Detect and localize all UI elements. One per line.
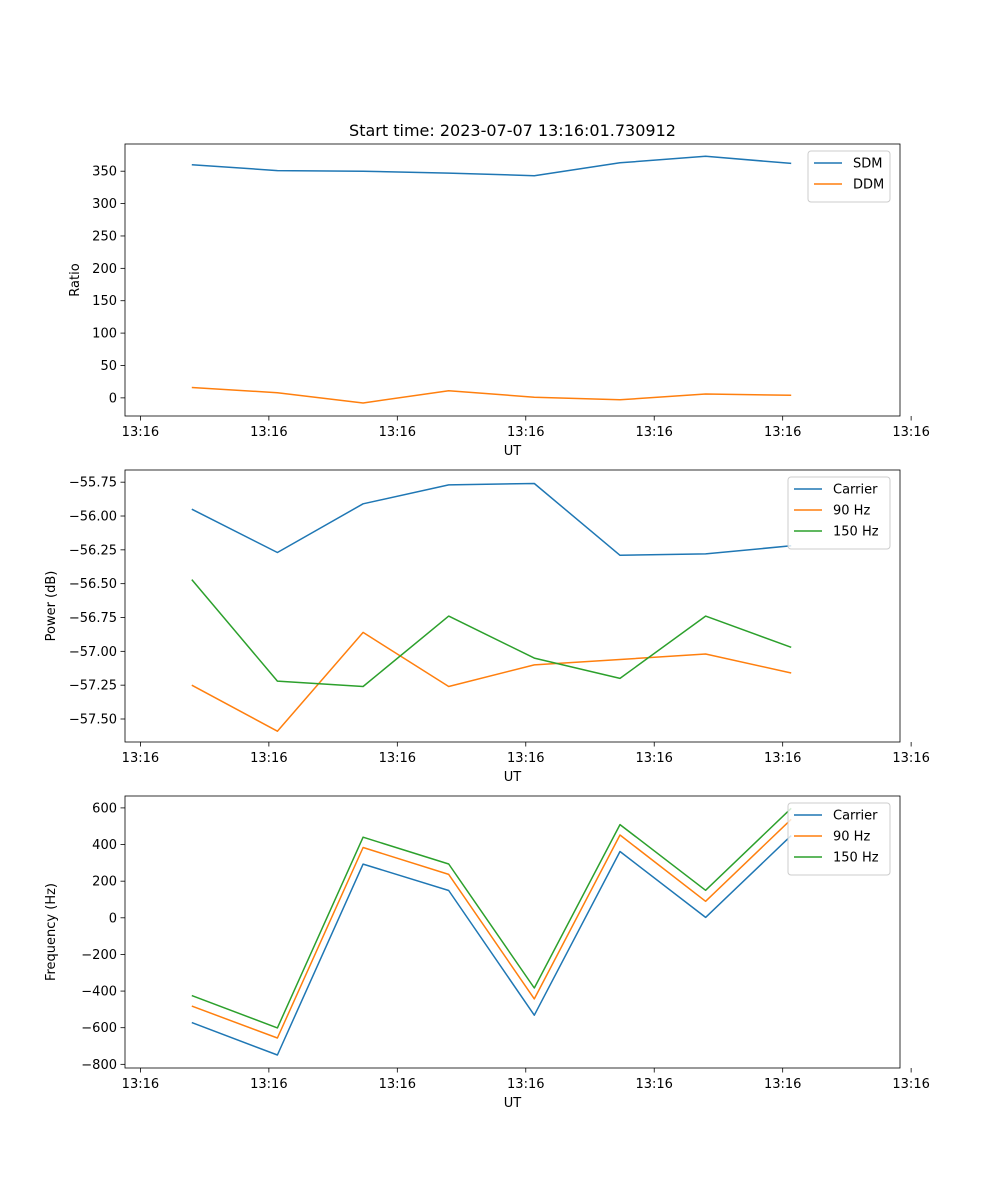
x-tick-label: 13:16: [635, 425, 672, 440]
y-tick-label: −55.75: [69, 476, 117, 491]
legend-label: 90 Hz: [833, 830, 870, 845]
y-tick-label: 350: [92, 165, 117, 180]
x-tick-label: 13:16: [122, 751, 159, 766]
y-axis-label: Power (dB): [44, 571, 59, 642]
x-tick-label: 13:16: [250, 1077, 287, 1092]
y-tick-label: 0: [109, 391, 117, 406]
chart-panel-1: 13:16 13:16 13:16 13:16 13:16 13:16 13:16 0 50 10…: [68, 121, 930, 459]
x-axis-label: UT: [504, 770, 522, 785]
y-tick-label: −56.75: [69, 611, 117, 626]
y-tick-label: −400: [81, 985, 117, 1000]
x-tick-label: 13:16: [122, 425, 159, 440]
series-line-90-hz: [191, 818, 792, 1039]
y-tick-label: 200: [92, 875, 117, 890]
y-tick-label: 600: [92, 801, 117, 816]
y-tick-label: 300: [92, 197, 117, 212]
legend-label: SDM: [853, 157, 882, 172]
x-tick-label: 13:16: [764, 1077, 801, 1092]
y-tick-label: −800: [81, 1058, 117, 1073]
legend: Carrier 90 Hz 150 Hz: [787, 802, 891, 876]
x-tick-label: 13:16: [379, 1077, 416, 1092]
series-line-carrier: [191, 835, 792, 1056]
series-line-sdm: [191, 155, 792, 177]
legend-label: 150 Hz: [833, 525, 879, 540]
x-tick-label: 13:16: [892, 425, 929, 440]
y-axis-label: Frequency (Hz): [44, 883, 59, 981]
y-tick-label: 250: [92, 229, 117, 244]
chart-panel-2: 13:16 13:16 13:16 13:16 13:16 13:16 13:16 −57.5…: [44, 469, 930, 785]
legend: SDM DDM: [807, 150, 891, 203]
y-tick-label: −600: [81, 1021, 117, 1036]
x-tick-label: 13:16: [250, 425, 287, 440]
x-tick-label: 13:16: [379, 425, 416, 440]
legend-label: DDM: [853, 178, 884, 193]
y-tick-label: −57.50: [69, 712, 117, 727]
y-axis-label: Ratio: [68, 263, 83, 296]
series-line-carrier: [191, 482, 792, 557]
x-tick-label: 13:16: [507, 751, 544, 766]
y-tick-label: 50: [100, 359, 117, 374]
x-tick-label: 13:16: [122, 1077, 159, 1092]
y-tick-label: 100: [92, 327, 117, 342]
x-tick-label: 13:16: [764, 751, 801, 766]
y-tick-label: −57.25: [69, 679, 117, 694]
series-line-90-hz: [191, 631, 792, 732]
x-tick-label: 13:16: [764, 425, 801, 440]
y-tick-label: 0: [109, 911, 117, 926]
chart-title: Start time: 2023-07-07 13:16:01.730912: [349, 121, 676, 140]
y-tick-label: 150: [92, 294, 117, 309]
legend-label: 90 Hz: [833, 504, 870, 519]
chart-panel-3: 13:16 13:16 13:16 13:16 13:16 13:16 13:16 −800 −…: [44, 795, 930, 1111]
legend: Carrier 90 Hz 150 Hz: [787, 476, 891, 550]
plot-frame: [124, 143, 901, 417]
y-tick-label: 200: [92, 262, 117, 277]
x-tick-label: 13:16: [379, 751, 416, 766]
x-tick-label: 13:16: [507, 1077, 544, 1092]
series-line-ddm: [191, 386, 792, 404]
x-tick-label: 13:16: [892, 1077, 929, 1092]
y-tick-label: 400: [92, 838, 117, 853]
y-tick-label: −56.00: [69, 510, 117, 525]
y-tick-label: −57.00: [69, 645, 117, 660]
series-line-150-hz: [191, 807, 792, 1029]
y-tick-label: −56.50: [69, 577, 117, 592]
plot-frame: [124, 469, 901, 743]
series-line-150-hz: [191, 579, 792, 688]
x-axis-label: UT: [504, 1096, 522, 1111]
x-tick-label: 13:16: [250, 751, 287, 766]
x-tick-label: 13:16: [635, 751, 672, 766]
x-tick-label: 13:16: [892, 751, 929, 766]
legend-label: 150 Hz: [833, 851, 879, 866]
legend-label: Carrier: [833, 809, 878, 824]
y-tick-label: −200: [81, 948, 117, 963]
legend-label: Carrier: [833, 483, 878, 498]
x-tick-label: 13:16: [507, 425, 544, 440]
x-tick-label: 13:16: [635, 1077, 672, 1092]
plot-frame: [124, 795, 901, 1069]
y-tick-label: −56.25: [69, 543, 117, 558]
x-axis-label: UT: [504, 444, 522, 459]
